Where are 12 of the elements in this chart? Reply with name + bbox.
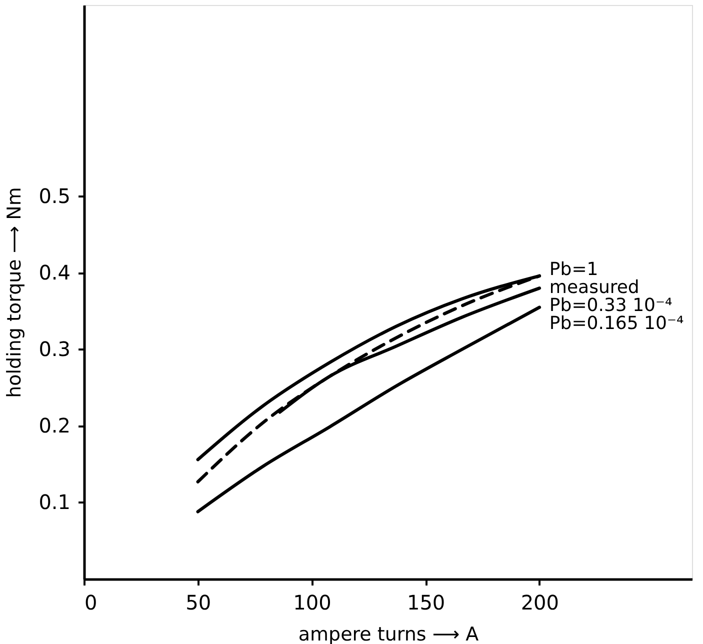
y-tick-label: 0.5	[38, 184, 70, 208]
line-series	[196, 306, 542, 514]
y-axis-title: holding torque ⟶ Nm	[4, 187, 26, 398]
y-tick-label: 0.1	[38, 490, 70, 514]
x-tick-label: 0	[84, 590, 98, 614]
y-tick-label: 0.2	[38, 413, 70, 438]
x-tick-label: 150	[406, 590, 446, 614]
y-tick-label: 0.3	[38, 336, 70, 361]
x-tick-label: 100	[293, 590, 332, 614]
y-tick-label: 0.4	[38, 260, 70, 284]
x-tick-label: 200	[520, 590, 560, 614]
x-tick-label: 50	[186, 590, 212, 614]
